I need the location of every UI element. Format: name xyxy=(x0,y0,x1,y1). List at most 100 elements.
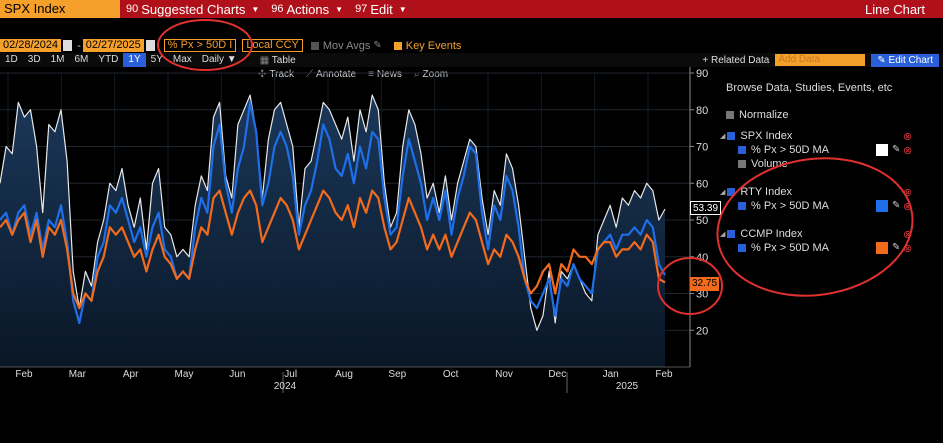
ccmp-last-value-badge: 32.75 xyxy=(690,277,720,291)
period-max[interactable]: Max xyxy=(172,54,192,65)
normalize-checkbox[interactable] xyxy=(726,111,734,119)
period-6m[interactable]: 6M xyxy=(74,54,89,65)
menu-label: Suggested Charts xyxy=(141,1,246,17)
period-1d[interactable]: 1D xyxy=(5,54,18,65)
series-ccmp[interactable]: ◢ CCMP Index xyxy=(720,228,803,240)
study-label: % Px > 50D MA xyxy=(751,200,829,212)
x-tick-label: Oct xyxy=(443,369,459,380)
series-name: RTY Index xyxy=(740,186,792,198)
news-tool[interactable]: ≡ News xyxy=(368,69,402,80)
date-separator: - xyxy=(77,39,81,52)
key-events-checkbox[interactable] xyxy=(393,41,402,50)
caret-down-icon: ▼ xyxy=(251,4,260,14)
y-tick-label: 60 xyxy=(696,178,708,190)
delete-icon[interactable]: ⊗ xyxy=(903,145,913,157)
table-icon: ▦ xyxy=(259,54,270,66)
mov-avgs-label: Mov Avgs xyxy=(322,39,371,52)
series-line-rty[interactable] xyxy=(0,101,666,324)
pencil-icon[interactable]: ✎ xyxy=(373,40,382,51)
study-checkbox[interactable] xyxy=(738,244,746,252)
spx-area-fill xyxy=(0,95,665,367)
delete-icon[interactable]: ⊗ xyxy=(903,187,913,199)
zoom-label: Zoom xyxy=(422,68,449,80)
series-spx[interactable]: ◢ SPX Index xyxy=(720,130,792,142)
track-tool[interactable]: ✣ Track xyxy=(258,69,294,80)
pencil-icon[interactable]: ✎ xyxy=(892,144,901,155)
add-data-input[interactable]: Add Data xyxy=(775,54,866,66)
period-1y[interactable]: 1Y xyxy=(123,53,146,67)
delete-icon[interactable]: ⊗ xyxy=(903,243,913,255)
end-date-field[interactable]: 02/27/2025 xyxy=(82,39,144,52)
calendar-icon[interactable] xyxy=(63,40,73,51)
chart-tools: ✣ Track ⟋ Annotate ≡ News ⌕ Zoom xyxy=(258,68,448,80)
series-checkbox[interactable] xyxy=(727,188,736,196)
period-5y[interactable]: 5Y xyxy=(150,54,163,65)
x-tick-label: Sep xyxy=(388,369,406,380)
edit-menu[interactable]: 97 Edit ▼ xyxy=(349,2,413,17)
caret-down-icon: ▼ xyxy=(398,4,407,14)
color-swatch-orange[interactable] xyxy=(876,242,888,254)
suggested-charts-menu[interactable]: 90 Suggested Charts ▼ xyxy=(120,2,265,17)
calendar-icon[interactable] xyxy=(145,40,155,51)
browse-data-link[interactable]: Browse Data, Studies, Events, etc xyxy=(726,82,893,94)
delete-icon[interactable]: ⊗ xyxy=(903,201,913,213)
normalize-label: Normalize xyxy=(739,109,789,121)
year-label-2025: 2025 xyxy=(616,381,639,392)
pencil-icon[interactable]: ✎ xyxy=(892,200,901,211)
period-ytd[interactable]: YTD xyxy=(98,54,119,65)
collapse-icon[interactable]: ◢ xyxy=(720,231,726,238)
study-checkbox[interactable] xyxy=(738,146,746,154)
study-rty[interactable]: % Px > 50D MA xyxy=(738,200,829,212)
chart-type-title: Line Chart xyxy=(865,1,925,17)
series-checkbox[interactable] xyxy=(727,230,736,238)
table-button[interactable]: ▦ Table xyxy=(252,55,304,66)
y-tick-label: 50 xyxy=(696,215,708,227)
start-date-field[interactable]: 02/28/2024 xyxy=(0,39,62,52)
spx-last-value-badge: 53.39 xyxy=(690,201,722,215)
collapse-icon[interactable]: ◢ xyxy=(720,189,726,196)
frequency-selector[interactable]: Daily ▼ xyxy=(201,54,237,65)
volume-checkbox[interactable] xyxy=(738,160,746,168)
study-spx[interactable]: % Px > 50D MA xyxy=(738,144,829,156)
frequency-label: Daily xyxy=(201,54,225,65)
delete-icon[interactable]: ⊗ xyxy=(903,229,913,241)
field-selector[interactable]: % Px > 50D I xyxy=(163,39,237,52)
ticker-field[interactable]: SPX Index xyxy=(0,0,120,18)
x-tick-label: Jun xyxy=(229,369,245,380)
zoom-tool[interactable]: ⌕ Zoom xyxy=(414,69,448,80)
menu-number: 90 xyxy=(126,3,139,15)
mov-avgs-checkbox[interactable] xyxy=(310,41,319,50)
color-swatch-blue[interactable] xyxy=(876,200,888,212)
annotate-icon: ⟋ xyxy=(306,68,314,80)
period-1m[interactable]: 1M xyxy=(50,54,65,65)
period-3d[interactable]: 3D xyxy=(27,54,41,65)
annotate-tool[interactable]: ⟋ Annotate xyxy=(306,69,356,80)
series-name: CCMP Index xyxy=(740,228,803,240)
currency-selector[interactable]: Local CCY xyxy=(242,39,303,52)
annotation-circle xyxy=(657,257,723,315)
pencil-icon[interactable]: ✎ xyxy=(892,242,901,253)
related-data-button[interactable]: + Related Data xyxy=(702,54,770,66)
delete-icon[interactable]: ⊗ xyxy=(903,131,913,143)
menu-number: 97 xyxy=(355,3,368,15)
actions-menu[interactable]: 96 Actions ▼ xyxy=(265,2,349,17)
key-events-label: Key Events xyxy=(405,39,462,52)
caret-down-icon: ▼ xyxy=(335,4,344,14)
series-rty[interactable]: ◢ RTY Index xyxy=(720,186,792,198)
study-ccmp[interactable]: % Px > 50D MA xyxy=(738,242,829,254)
news-icon: ≡ xyxy=(368,68,374,80)
menu-label: Edit xyxy=(370,1,393,17)
collapse-icon[interactable]: ◢ xyxy=(720,133,726,140)
menu-number: 96 xyxy=(271,3,284,15)
color-swatch-white[interactable] xyxy=(876,144,888,156)
edit-chart-button[interactable]: ✎ Edit Chart xyxy=(871,53,939,67)
series-line-ccmp[interactable] xyxy=(0,189,666,310)
series-checkbox[interactable] xyxy=(727,132,736,140)
normalize-option[interactable]: Normalize xyxy=(726,109,789,121)
table-label: Table xyxy=(271,54,296,66)
x-tick-label: Mar xyxy=(69,369,87,380)
study-checkbox[interactable] xyxy=(738,202,746,210)
